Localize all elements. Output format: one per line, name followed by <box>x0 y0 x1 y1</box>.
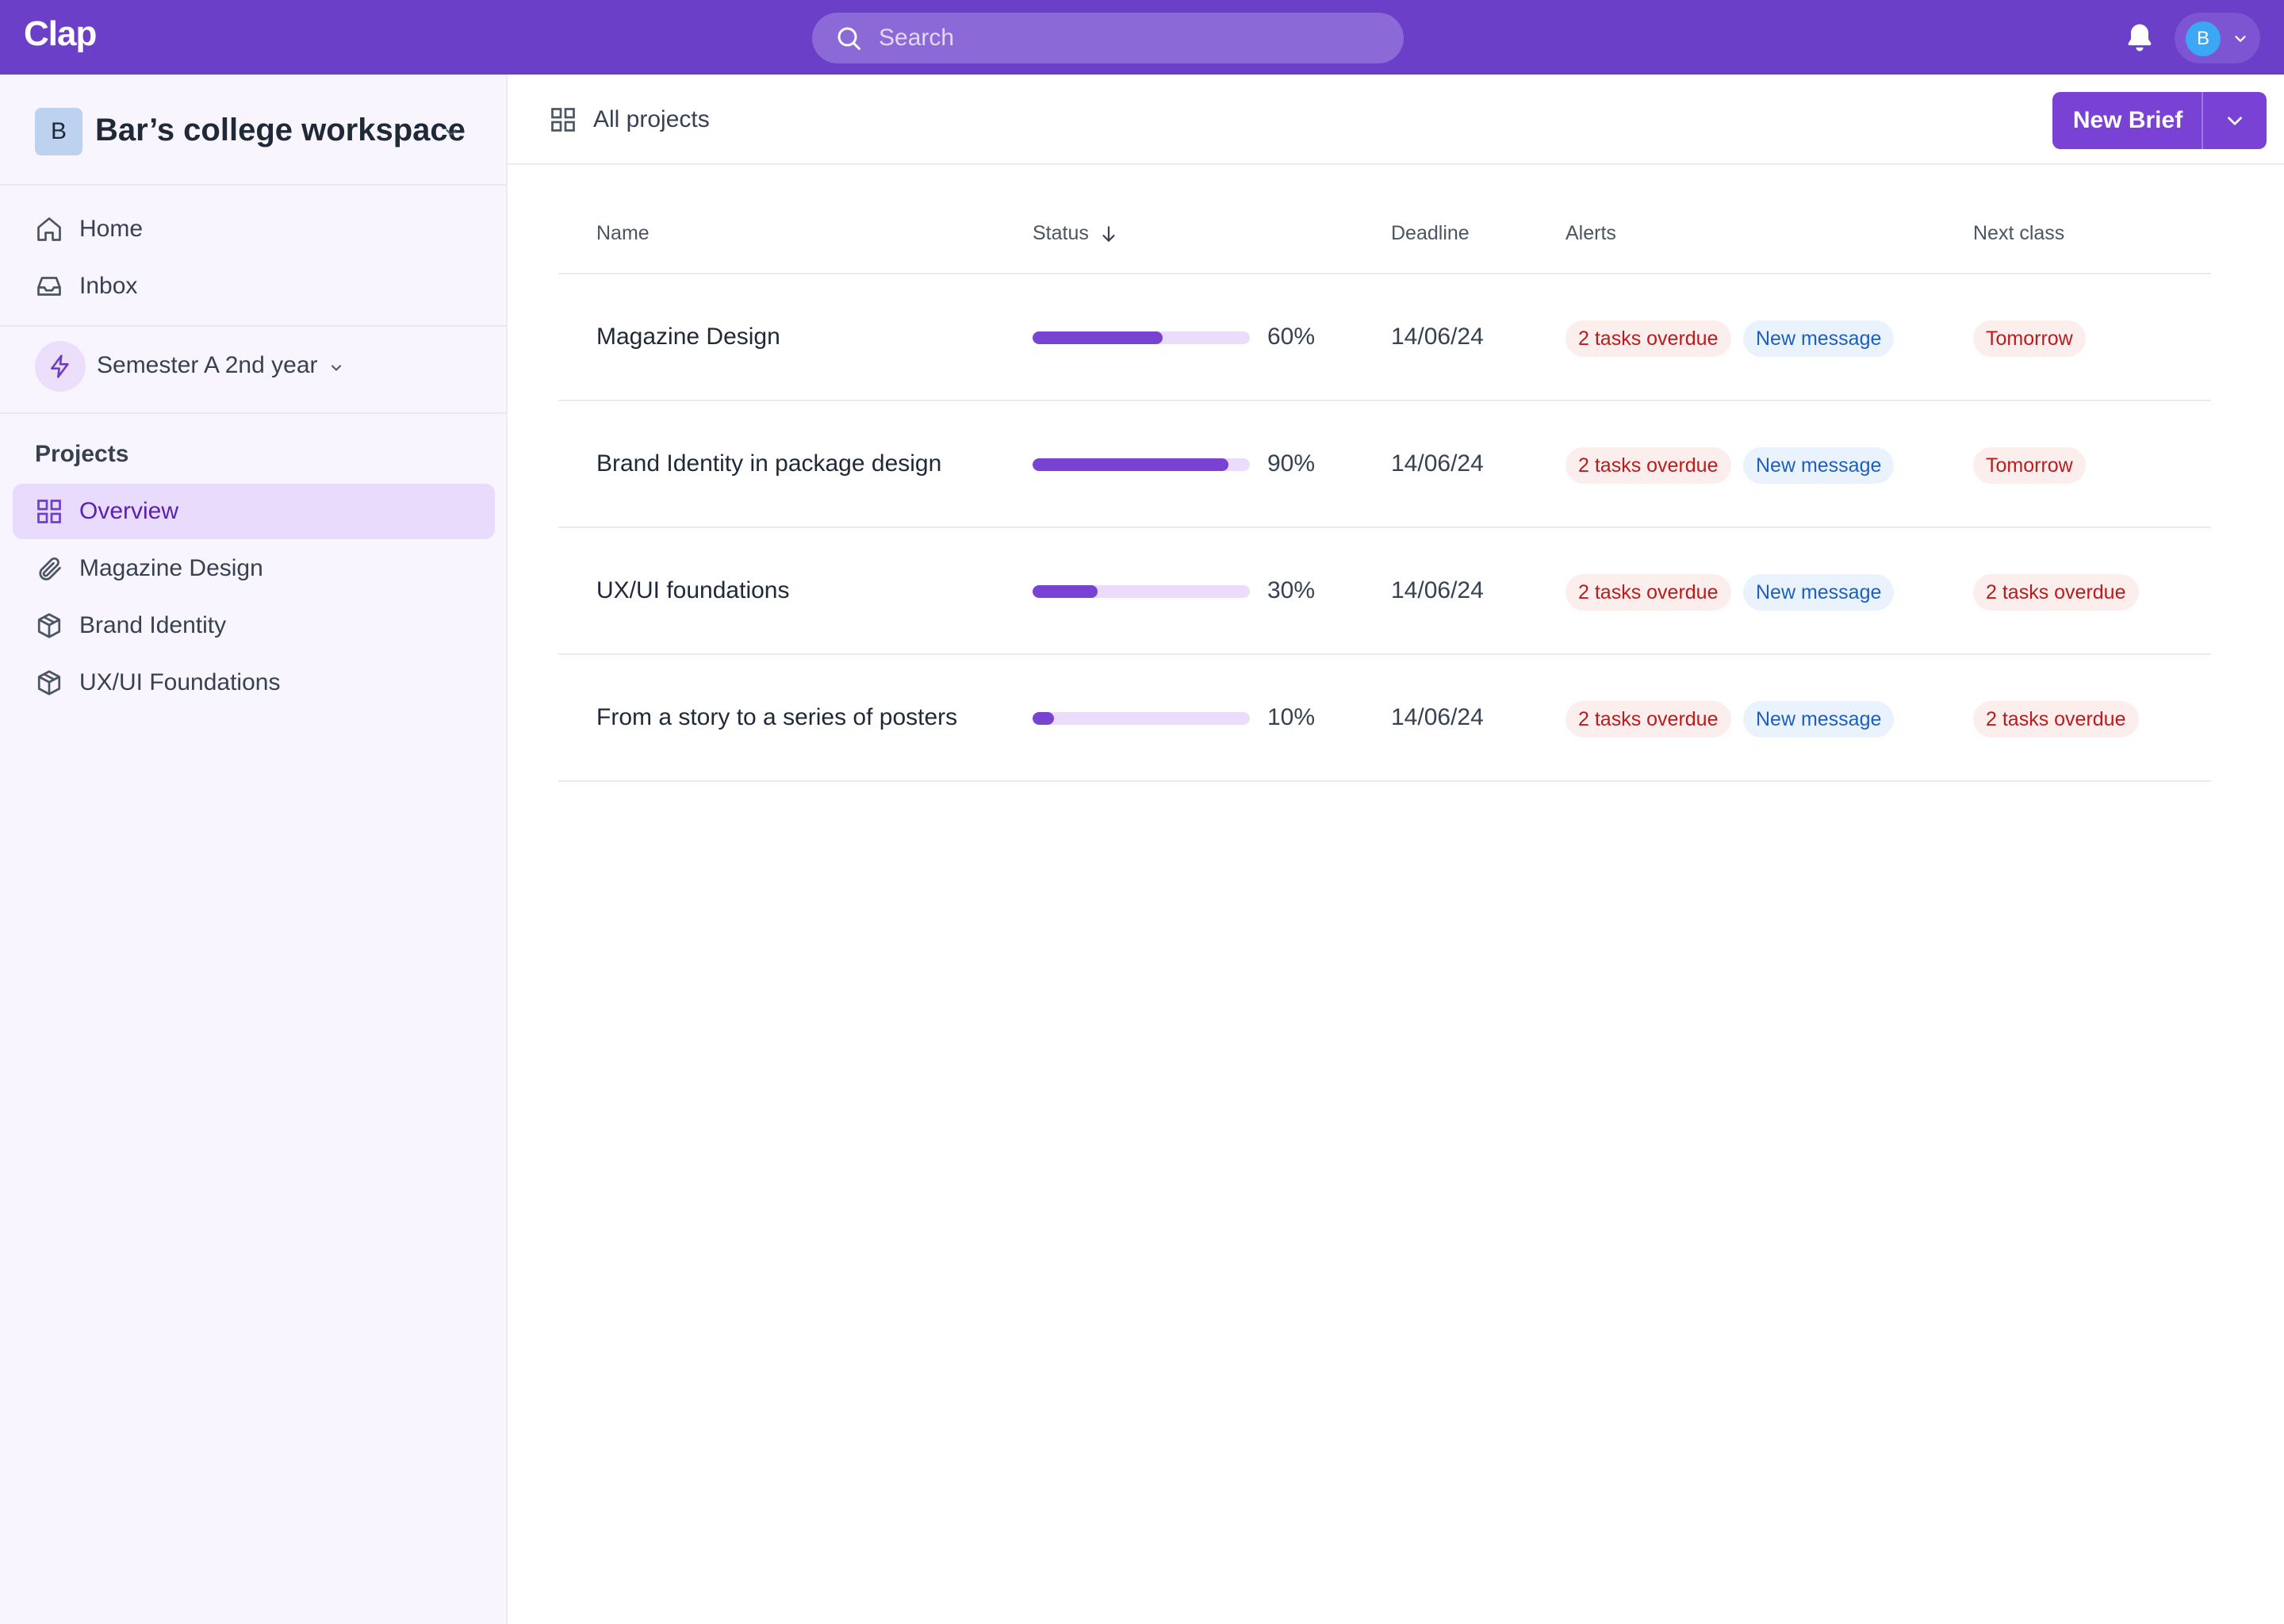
next-class-badge: 2 tasks overdue <box>1973 701 2139 737</box>
next-class-badge: Tomorrow <box>1973 447 2086 484</box>
progress-fill <box>1033 585 1098 598</box>
paperclip-icon <box>39 557 61 580</box>
semester-selector[interactable]: Semester A 2nd year <box>13 335 495 398</box>
alert-overdue-badge[interactable]: 2 tasks overdue <box>1565 320 1731 357</box>
semester-label: Semester A 2nd year <box>97 352 318 378</box>
chevron-down-icon <box>2228 117 2242 125</box>
project-name[interactable]: Magazine Design <box>596 324 780 350</box>
search-input[interactable] <box>879 13 1386 63</box>
app-logo[interactable]: Clap <box>24 14 97 53</box>
alert-message-badge[interactable]: New message <box>1743 574 1895 611</box>
next-class-badge: 2 tasks overdue <box>1973 574 2139 611</box>
semester-badge <box>35 341 86 392</box>
project-name[interactable]: UX/UI foundations <box>596 577 790 603</box>
sidebar-item-label: UX/UI Foundations <box>79 669 281 695</box>
workspace-avatar: B <box>35 108 82 155</box>
divider <box>0 412 506 414</box>
sidebar-item-overview[interactable]: Overview <box>13 484 495 539</box>
page-title: All projects <box>593 106 710 132</box>
alert-overdue-badge[interactable]: 2 tasks overdue <box>1565 574 1731 611</box>
deadline: 14/06/24 <box>1391 577 1484 603</box>
alert-overdue-badge[interactable]: 2 tasks overdue <box>1565 447 1731 484</box>
sidebar-item-label: Overview <box>79 498 179 524</box>
progress-fill <box>1033 712 1055 725</box>
progress-bar <box>1033 458 1250 471</box>
top-bar: Clap B <box>0 0 2284 75</box>
progress-bar <box>1033 712 1250 725</box>
deadline: 14/06/24 <box>1391 324 1484 350</box>
alert-message-badge[interactable]: New message <box>1743 320 1895 357</box>
sidebar-item-inbox[interactable]: Inbox <box>13 259 495 314</box>
column-header-name[interactable]: Name <box>596 222 650 244</box>
alert-message-badge[interactable]: New message <box>1743 701 1895 737</box>
sidebar-item-label: Home <box>79 216 144 242</box>
progress-fill <box>1033 458 1228 471</box>
notifications-bell-icon[interactable] <box>2122 21 2157 56</box>
workspace-switcher[interactable]: B Bar’s college workspace <box>0 75 506 186</box>
chevron-down-icon <box>2235 36 2246 42</box>
home-icon <box>37 217 61 241</box>
column-header-label: Status <box>1033 222 1089 244</box>
table-row[interactable]: Magazine Design 60% 14/06/24 2 tasks ove… <box>558 274 2211 401</box>
lightning-icon <box>50 354 69 378</box>
table-row[interactable]: From a story to a series of posters 10% … <box>558 655 2211 782</box>
sidebar-item-home[interactable]: Home <box>13 201 495 257</box>
column-header-alerts[interactable]: Alerts <box>1565 222 1616 244</box>
search-icon <box>837 27 860 50</box>
grid-icon <box>551 108 575 132</box>
inbox-icon <box>37 277 61 296</box>
new-brief-split-button: New Brief <box>2052 92 2267 149</box>
sort-arrow-down-icon <box>1102 225 1115 242</box>
sidebar-item-magazine-design[interactable]: Magazine Design <box>13 541 495 596</box>
sidebar: B Bar’s college workspace Home Inbox Sem… <box>0 75 508 1624</box>
sidebar-item-uxui-foundations[interactable]: UX/UI Foundations <box>13 655 495 710</box>
divider <box>0 325 506 327</box>
progress-percent: 30% <box>1267 577 1316 603</box>
progress-fill <box>1033 331 1163 344</box>
user-menu[interactable]: B <box>2175 13 2260 63</box>
alert-overdue-badge[interactable]: 2 tasks overdue <box>1565 701 1731 737</box>
progress-bar <box>1033 331 1250 344</box>
table-row[interactable]: Brand Identity in package design 90% 14/… <box>558 401 2211 528</box>
table-row[interactable]: UX/UI foundations 30% 14/06/24 2 tasks o… <box>558 528 2211 655</box>
deadline: 14/06/24 <box>1391 450 1484 477</box>
chevron-down-icon <box>331 365 342 371</box>
new-brief-button[interactable]: New Brief <box>2072 107 2183 133</box>
deadline: 14/06/24 <box>1391 704 1484 730</box>
sidebar-item-label: Magazine Design <box>79 555 263 581</box>
sidebar-item-label: Inbox <box>79 273 138 299</box>
project-name[interactable]: From a story to a series of posters <box>596 704 958 730</box>
progress-percent: 90% <box>1267 450 1316 477</box>
divider <box>2202 92 2203 149</box>
user-avatar: B <box>2186 21 2221 56</box>
column-header-next-class[interactable]: Next class <box>1973 222 2065 244</box>
alert-message-badge[interactable]: New message <box>1743 447 1895 484</box>
new-brief-dropdown-button[interactable] <box>2203 92 2267 149</box>
column-header-deadline[interactable]: Deadline <box>1391 222 1470 244</box>
workspace-name: Bar’s college workspace <box>95 113 466 147</box>
grid-icon <box>37 500 61 523</box>
box-icon <box>37 613 61 638</box>
progress-bar <box>1033 585 1250 598</box>
main-header: All projects New Brief <box>508 75 2284 165</box>
search-bar[interactable] <box>812 13 1404 63</box>
progress-percent: 10% <box>1267 704 1316 730</box>
table-header: Name Status Deadline Alerts Next class <box>558 198 2211 274</box>
box-icon <box>37 670 61 695</box>
column-header-status[interactable]: Status <box>1033 222 1119 245</box>
next-class-badge: Tomorrow <box>1973 320 2086 357</box>
project-name[interactable]: Brand Identity in package design <box>596 450 942 477</box>
sidebar-item-label: Brand Identity <box>79 612 227 638</box>
sidebar-item-brand-identity[interactable]: Brand Identity <box>13 598 495 653</box>
projects-section-title: Projects <box>35 441 129 467</box>
progress-percent: 60% <box>1267 324 1316 350</box>
chevron-down-icon <box>446 129 457 136</box>
